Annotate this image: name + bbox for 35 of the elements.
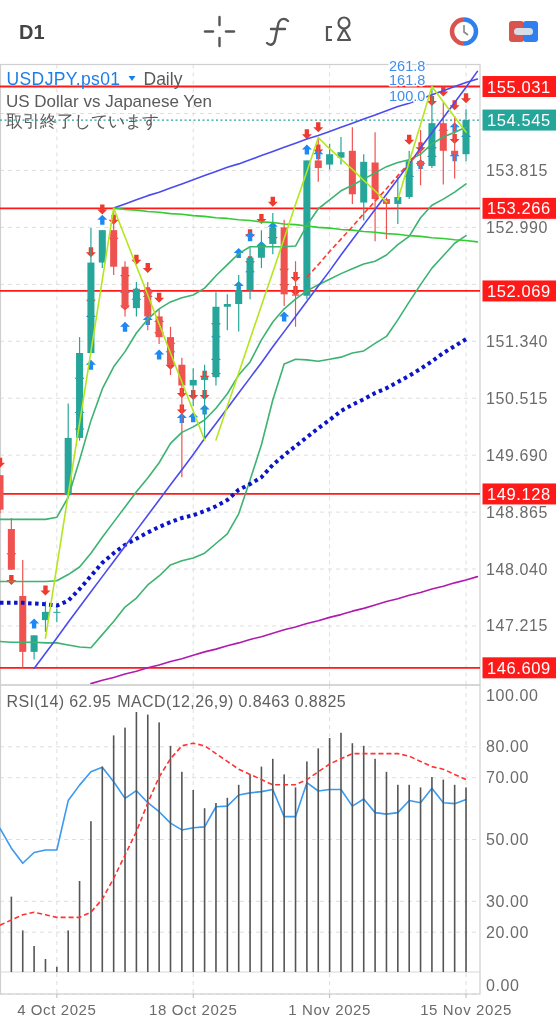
ref-line-label: 149.128 [487, 484, 551, 503]
y-tick-label: 152.990 [486, 218, 549, 236]
annotation: US Dollar vs Japanese Yen [6, 92, 213, 111]
chart-title: MACD(12,26,9) 0.8463 0.8825 [117, 693, 347, 710]
annotation: 161.8 [389, 71, 426, 88]
annotation: 取引終了しています [6, 111, 159, 131]
ref-line-label: 152.069 [487, 281, 551, 300]
x-tick-label: 4 Oct 2025 [17, 1000, 97, 1018]
y-tick-label: 0.00 [486, 976, 520, 994]
text: D1 [19, 20, 45, 43]
chart-subtitle: Daily [143, 69, 183, 89]
y-tick-label: 148.865 [486, 503, 549, 521]
y-tick-label: 148.040 [486, 560, 549, 578]
x-tick-label: 1 Nov 2025 [288, 1000, 371, 1018]
x-tick-label: 18 Oct 2025 [149, 1000, 238, 1018]
x-tick-label: 15 Nov 2025 [420, 1000, 512, 1018]
y-tick-label: 70.00 [486, 769, 530, 787]
y-tick-label: 149.690 [486, 446, 549, 464]
y-tick-label: 150.515 [486, 389, 549, 407]
ref-line-label: 153.266 [487, 199, 551, 218]
ref-line-label: 155.031 [487, 77, 551, 96]
y-tick-label: 147.215 [486, 617, 549, 635]
text: RSI(14) 62.95 [6, 693, 112, 710]
y-tick-label: 100.00 [486, 686, 539, 704]
chart-title: USDJPY.ps01 [6, 69, 121, 89]
ref-line-label: 146.609 [487, 658, 551, 677]
annotation: 261.8 [389, 58, 426, 74]
y-tick-label: 50.00 [486, 831, 530, 848]
y-tick-label: 30.00 [486, 892, 530, 910]
y-tick-label: 151.340 [486, 332, 549, 350]
y-tick-label: 153.815 [486, 161, 549, 179]
y-tick-label: 20.00 [486, 923, 530, 941]
ref-line-label: 154.545 [487, 111, 551, 130]
annotation: 100.0 [389, 88, 426, 104]
y-tick-label: 80.00 [486, 738, 530, 756]
